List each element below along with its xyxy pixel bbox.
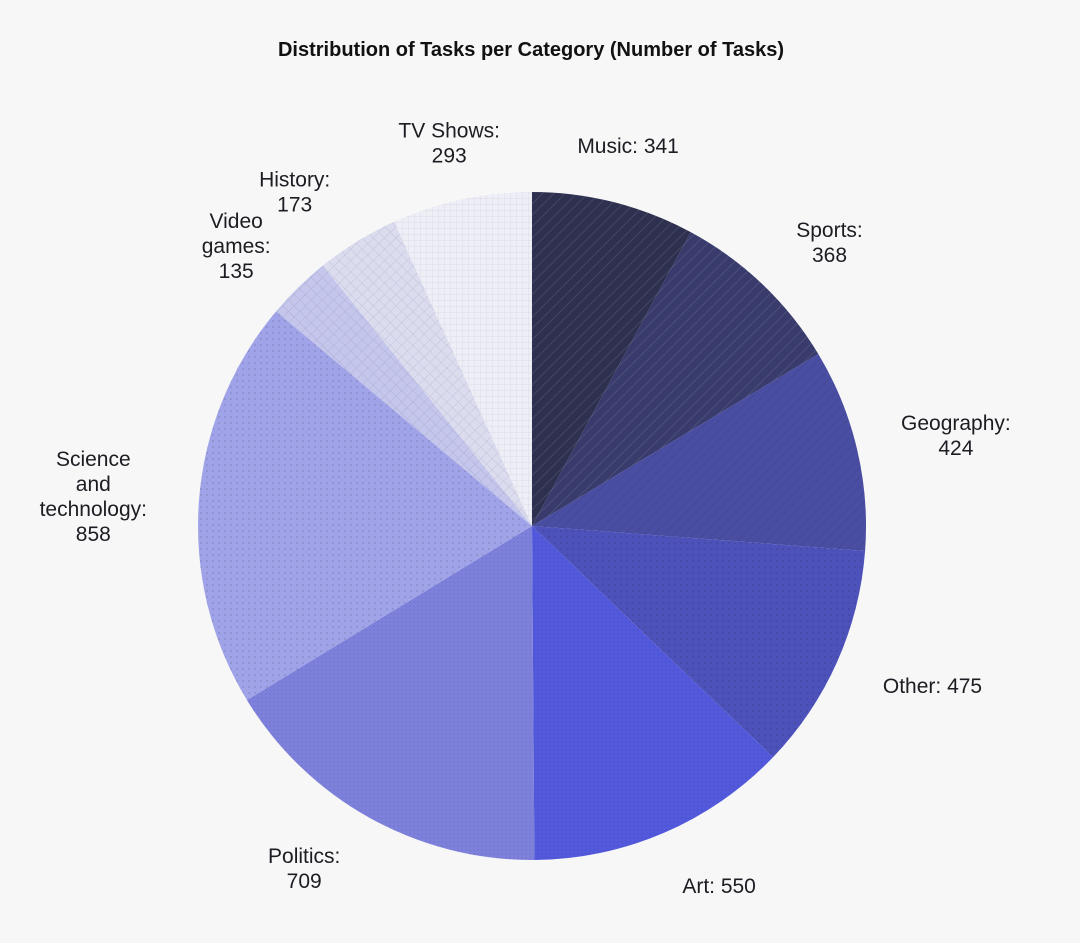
- chart-title: Distribution of Tasks per Category (Numb…: [278, 39, 784, 61]
- pie-label-line: 709: [287, 870, 322, 893]
- pie-label-science-and-technology: Science and technology: 858: [40, 448, 147, 546]
- pie-slices: [198, 192, 867, 860]
- pie-label-line: 858: [76, 523, 111, 546]
- pie-label-line: 293: [432, 144, 467, 167]
- pie-label-line: Other: 475: [883, 675, 982, 698]
- pie-label-line: Sports:: [796, 219, 863, 242]
- pie-label-line: TV Shows:: [398, 119, 500, 142]
- pie-label-art: Art: 550: [682, 875, 756, 898]
- pie-label-line: technology:: [40, 498, 147, 521]
- pie-label-tv-shows: TV Shows: 293: [398, 119, 500, 167]
- pie-label-line: Politics:: [268, 845, 340, 868]
- pie-slice-texture-art: [532, 526, 774, 860]
- pie-label-music: Music: 341: [577, 135, 679, 158]
- pie-label-line: Video: [210, 210, 263, 233]
- pie-slice-texture-history: [322, 221, 532, 527]
- pie-label-line: and: [76, 473, 111, 496]
- pie-label-video-games: Video games: 135: [202, 210, 271, 283]
- pie-label-line: 368: [812, 244, 847, 267]
- pie-slice-texture-politics: [246, 526, 535, 860]
- pie-label-line: Geography:: [901, 412, 1011, 435]
- pie-label-line: Art: 550: [682, 875, 756, 898]
- pie-slice-texture-video-games: [276, 265, 532, 526]
- pie-slice-texture-music: [532, 192, 691, 526]
- pie-slice-texture-geography: [532, 353, 867, 551]
- pie-label-other: Other: 475: [883, 675, 982, 698]
- pie-label-line: Science: [56, 448, 131, 471]
- pie-slice-texture-science-and-technology: [198, 311, 532, 701]
- pie-label-history: History: 173: [259, 169, 330, 217]
- pie-label-line: 135: [219, 260, 254, 283]
- pie-slice-texture-sports: [532, 232, 819, 526]
- pie-labels: Music: 341 Sports: 368 Geography: 424 Other: …: [40, 119, 1011, 898]
- pie-label-line: games:: [202, 235, 271, 258]
- pie-label-line: History:: [259, 169, 330, 192]
- pie-label-line: 424: [938, 437, 973, 460]
- pie-slice-texture-tv-shows: [394, 192, 532, 526]
- pie-label-line: 173: [277, 194, 312, 217]
- pie-label-sports: Sports: 368: [796, 219, 863, 267]
- pie-label-geography: Geography: 424: [901, 412, 1011, 460]
- pie-label-politics: Politics: 709: [268, 845, 340, 893]
- pie-label-line: Music: 341: [577, 135, 679, 158]
- pie-slice-texture-other: [532, 526, 866, 758]
